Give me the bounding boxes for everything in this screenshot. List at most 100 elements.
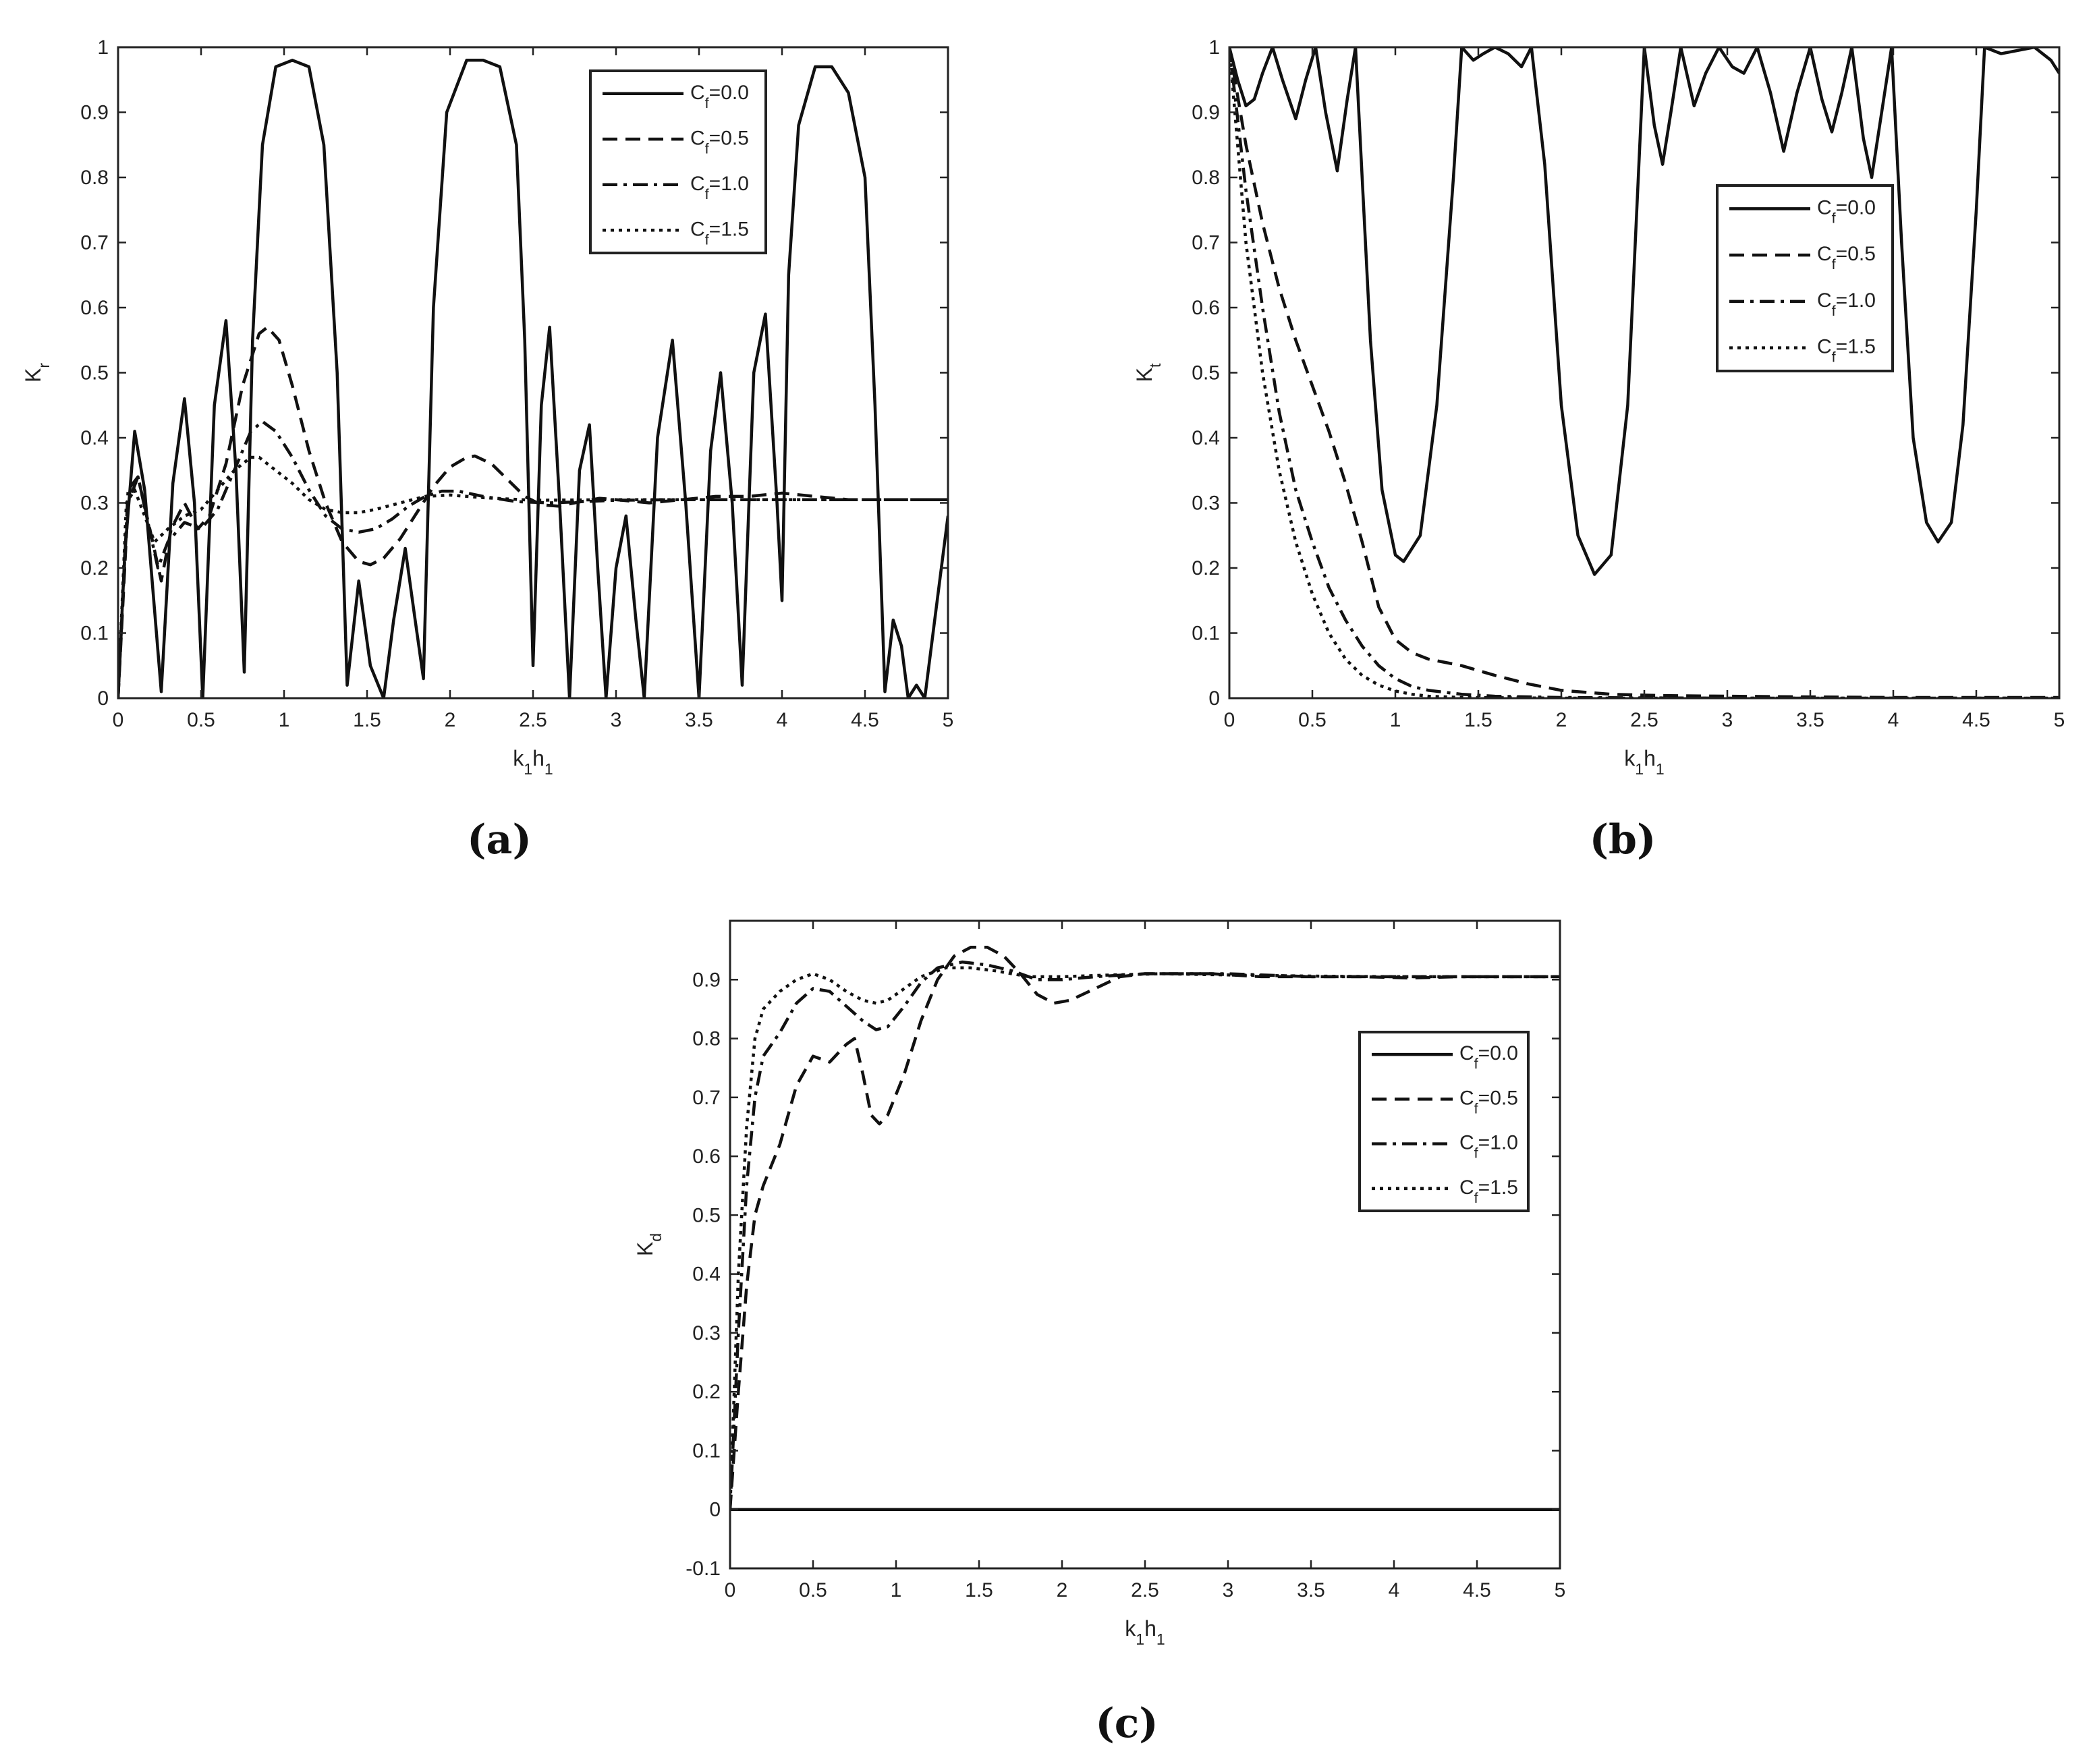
panel-b-label: (b) xyxy=(1590,816,1656,863)
panel-a-legend-box xyxy=(589,69,767,254)
panel-b-legend-label-0: Cf=0.0 xyxy=(1817,196,1876,226)
panel-a-ytick-label-6: 0.6 xyxy=(80,297,109,319)
panel-c-chart: 0 0.5 1 1.5 2 2.5 3 3.5 4 4.5 5-0.100.10.20.30.40.… xyxy=(633,919,1566,1648)
panel-a-ytick-label-7: 0.7 xyxy=(80,232,109,254)
panel-c-xtick-label-0: 0 xyxy=(725,1579,736,1601)
panel-b-series-line-0 xyxy=(1229,47,2059,576)
panel-b-xtick-label-10: 5 xyxy=(2054,709,2065,731)
panel-c-xtick-label-4: 2 xyxy=(1057,1579,1068,1601)
panel-b-xtick-label-1: 0.5 xyxy=(1298,709,1327,731)
panel-b-ytick-label-6: 0.6 xyxy=(1192,297,1220,319)
panel-b-xtick-label-0: 0 xyxy=(1224,709,1235,731)
panel-b-ytick-label-7: 0.7 xyxy=(1192,232,1220,254)
panel-b-axes-box xyxy=(1228,46,2061,700)
panel-c-ytick-label-4: 0.3 xyxy=(692,1322,721,1344)
panel-c-legend-box xyxy=(1358,1031,1530,1212)
panel-a-chart: 0 0.5 1 1.5 2 2.5 3 3.5 4 4.5 5 0 0.1 0.2 0.3 0.4 0.5 0.6… xyxy=(21,36,953,778)
panel-c-legend-label-0: Cf=0.0 xyxy=(1459,1042,1518,1072)
panel-c-ytick-label-9: 0.8 xyxy=(692,1028,721,1050)
panel-a-xtick-label-1: 0.5 xyxy=(187,709,215,731)
panel-c-x-axis-label: k1h1 xyxy=(1125,1616,1165,1648)
panel-c-xtick-label-9: 4.5 xyxy=(1463,1579,1491,1601)
panel-b-ytick-label-8: 0.8 xyxy=(1192,167,1220,189)
panel-a-ytick-label-0: 0 xyxy=(97,687,109,710)
panel-a-y-axis-label: Kr xyxy=(21,363,53,382)
panel-c-ytick-label-7: 0.6 xyxy=(692,1145,721,1168)
panel-a-legend-label-1: Cf=0.5 xyxy=(690,127,749,157)
panel-b-ytick-label-5: 0.5 xyxy=(1192,362,1220,385)
panel-b-chart: 0 0.5 1 1.5 2 2.5 3 3.5 4 4.5 5 0 0.1 0.2 0.3 0.4 0.5 0.6… xyxy=(1132,36,2065,778)
panel-b-xtick-label-5: 2.5 xyxy=(1630,709,1658,731)
panel-a-ytick-label-8: 0.8 xyxy=(80,167,109,189)
panel-a-xtick-label-2: 1 xyxy=(279,709,290,731)
panel-a-xtick-label-7: 3.5 xyxy=(685,709,713,731)
panel-c-xtick-label-5: 2.5 xyxy=(1131,1579,1159,1601)
panel-c-ytick-label-5: 0.4 xyxy=(692,1263,721,1286)
panel-a-legend-label-3: Cf=1.5 xyxy=(690,218,749,248)
panel-b-ytick-label-10: 1 xyxy=(1208,36,1220,59)
panel-b-legend-box xyxy=(1716,184,1894,372)
panel-c-legend-label-1: Cf=0.5 xyxy=(1459,1087,1518,1116)
panel-b-ytick-label-3: 0.3 xyxy=(1192,492,1220,515)
panel-c-ytick-label-8: 0.7 xyxy=(692,1087,721,1109)
panel-b-xtick-label-2: 1 xyxy=(1390,709,1401,731)
panel-c-ytick-label-0: -0.1 xyxy=(686,1558,721,1580)
panel-a-ytick-label-9: 0.9 xyxy=(80,102,109,124)
panel-b-xtick-label-6: 3 xyxy=(1722,709,1733,731)
panel-b-ytick-label-1: 0.1 xyxy=(1192,623,1220,645)
panel-b-ytick-label-2: 0.2 xyxy=(1192,557,1220,579)
panel-a-xtick-label-6: 3 xyxy=(611,709,622,731)
panel-c-xtick-label-8: 4 xyxy=(1389,1579,1400,1601)
panel-b-xtick-label-3: 1.5 xyxy=(1464,709,1492,731)
panel-a-series-line-0 xyxy=(118,59,948,698)
panel-c-xtick-label-7: 3.5 xyxy=(1297,1579,1325,1601)
panel-b-ytick-label-0: 0 xyxy=(1208,687,1220,710)
panel-b-ytick-label-9: 0.9 xyxy=(1192,102,1220,124)
panel-b-xtick-label-9: 4.5 xyxy=(1962,709,1990,731)
panel-a-ytick-label-3: 0.3 xyxy=(80,492,109,515)
panel-c-axes-box xyxy=(729,919,1561,1570)
panel-a-series-line-3 xyxy=(118,455,948,698)
panel-a-label: (a) xyxy=(467,816,532,863)
panel-c-ytick-label-10: 0.9 xyxy=(692,969,721,991)
panel-b-ytick-label-4: 0.4 xyxy=(1192,427,1220,449)
panel-a-xtick-label-3: 1.5 xyxy=(353,709,381,731)
panel-c-ytick-label-3: 0.2 xyxy=(692,1381,721,1403)
panel-c-label: (c) xyxy=(1095,1700,1158,1747)
panel-c-legend-label-3: Cf=1.5 xyxy=(1459,1176,1518,1206)
panel-a-series-line-1 xyxy=(118,325,948,698)
panel-c-xtick-label-1: 0.5 xyxy=(799,1579,827,1601)
panel-c-xtick-label-10: 5 xyxy=(1555,1579,1566,1601)
panel-c-ytick-label-2: 0.1 xyxy=(692,1440,721,1462)
panel-a-ytick-label-1: 0.1 xyxy=(80,623,109,645)
panel-c-legend-label-2: Cf=1.0 xyxy=(1459,1132,1518,1162)
panel-a-ytick-label-4: 0.4 xyxy=(80,427,109,449)
panel-b-y-axis-label: Kt xyxy=(1132,363,1164,382)
panel-b-legend-label-1: Cf=0.5 xyxy=(1817,243,1876,273)
panel-a-xtick-label-9: 4.5 xyxy=(851,709,879,731)
panel-c-xtick-label-3: 1.5 xyxy=(965,1579,993,1601)
panel-b-series-line-2 xyxy=(1229,47,2059,698)
panel-a-ytick-label-2: 0.2 xyxy=(80,557,109,579)
panel-c-xtick-label-2: 1 xyxy=(891,1579,902,1601)
panel-a-series-line-2 xyxy=(118,420,948,698)
panel-c-series-line-2 xyxy=(730,960,1560,1510)
panel-c-series-line-1 xyxy=(730,946,1560,1510)
panel-a-xtick-label-4: 2 xyxy=(445,709,456,731)
panel-c-series-line-3 xyxy=(730,966,1560,1510)
panel-a-ytick-label-5: 0.5 xyxy=(80,362,109,385)
panel-b-xtick-label-8: 4 xyxy=(1888,709,1899,731)
panel-a-x-axis-label: k1h1 xyxy=(513,746,553,778)
panel-c-y-axis-label: Kd xyxy=(633,1233,665,1256)
panel-a-legend-label-0: Cf=0.0 xyxy=(690,82,749,111)
panel-c-xtick-label-6: 3 xyxy=(1223,1579,1234,1601)
panel-b-legend-label-3: Cf=1.5 xyxy=(1817,336,1876,366)
panel-a-legend-label-2: Cf=1.0 xyxy=(690,173,749,202)
panel-a-xtick-label-10: 5 xyxy=(943,709,954,731)
panel-c-ytick-label-1: 0 xyxy=(709,1499,721,1521)
panel-a-xtick-label-5: 2.5 xyxy=(519,709,547,731)
panel-a-xtick-label-0: 0 xyxy=(113,709,124,731)
panel-b-series-line-3 xyxy=(1229,47,2059,698)
panel-c-ytick-label-6: 0.5 xyxy=(692,1204,721,1226)
